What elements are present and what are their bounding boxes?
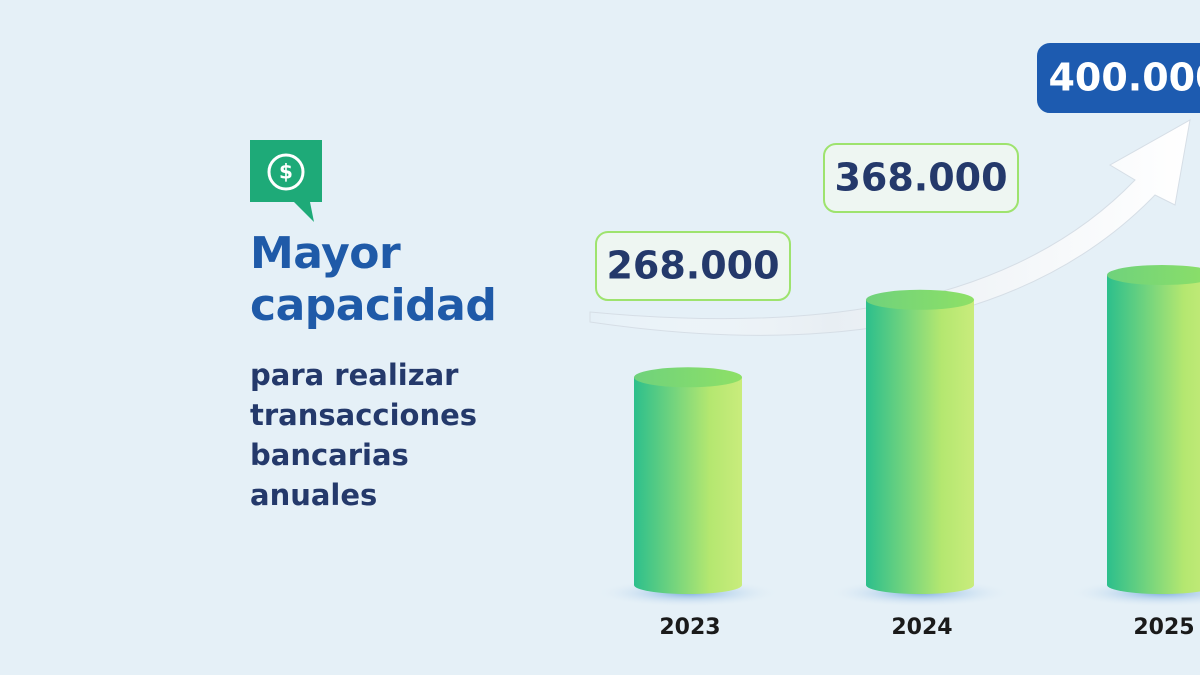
cylinder — [866, 299, 974, 594]
value-label-box — [595, 231, 791, 301]
x-tick-label: 2023 — [659, 615, 720, 640]
cylinder-top — [634, 367, 742, 388]
cylinder-top — [1107, 265, 1200, 285]
value-label: 268.000 — [606, 244, 779, 288]
value-label: 400.000 — [1048, 56, 1200, 100]
value-label-box — [1037, 43, 1200, 113]
svg-text:$: $ — [279, 160, 293, 184]
cylinder-top — [866, 289, 974, 310]
cylinder — [1107, 275, 1200, 594]
value-label: 368.000 — [834, 156, 1007, 200]
value-label-box — [823, 143, 1019, 213]
cylinder — [634, 377, 742, 594]
subtitle: para realizar transacciones bancarias an… — [250, 358, 478, 512]
x-tick-label: 2025 — [1133, 615, 1194, 640]
trend-arrow — [589, 119, 1191, 336]
title: Mayor capacidad — [250, 228, 497, 331]
x-tick-label: 2024 — [891, 615, 952, 640]
icon: $ — [250, 140, 322, 222]
